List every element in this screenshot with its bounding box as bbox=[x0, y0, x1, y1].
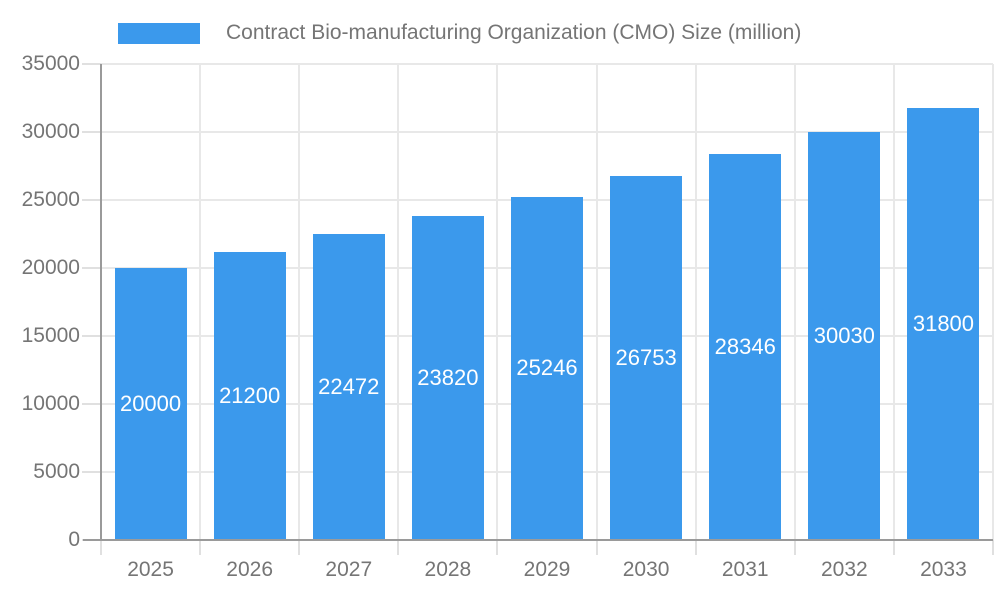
y-gridline bbox=[101, 131, 993, 133]
y-tick-label: 0 bbox=[68, 528, 80, 551]
x-gridline bbox=[199, 64, 202, 540]
bar-value-label: 21200 bbox=[219, 382, 281, 408]
x-gridline bbox=[595, 64, 598, 540]
y-tickmark bbox=[82, 199, 101, 201]
bar: 30030 bbox=[808, 131, 881, 540]
y-tick-label: 35000 bbox=[21, 52, 80, 75]
bar-value-label: 25246 bbox=[516, 355, 578, 381]
y-gridline bbox=[101, 63, 993, 65]
x-gridline bbox=[694, 64, 697, 540]
y-tick-label: 20000 bbox=[21, 256, 80, 279]
bar-value-label: 30030 bbox=[813, 322, 875, 348]
x-tickmark bbox=[397, 540, 400, 555]
x-tick-label: 2029 bbox=[523, 558, 571, 581]
x-tickmark bbox=[992, 540, 994, 555]
x-gridline bbox=[892, 64, 895, 540]
bar: 22472 bbox=[312, 234, 385, 540]
y-tickmark bbox=[82, 471, 101, 473]
bar: 31800 bbox=[907, 107, 980, 540]
legend: Contract Bio-manufacturing Organization … bbox=[118, 20, 801, 46]
bar: 20000 bbox=[114, 268, 187, 540]
x-gridline bbox=[793, 64, 796, 540]
bar: 26753 bbox=[610, 176, 683, 540]
x-tick-label: 2028 bbox=[424, 558, 472, 581]
x-tick-label: 2032 bbox=[820, 558, 868, 581]
x-tick-label: 2033 bbox=[920, 558, 967, 581]
bar-value-label: 23820 bbox=[417, 365, 479, 391]
x-tick-label: 2027 bbox=[325, 558, 373, 581]
bar: 25246 bbox=[511, 196, 583, 540]
x-tickmark bbox=[199, 540, 202, 555]
x-tickmark bbox=[298, 540, 301, 555]
bar: 21200 bbox=[213, 251, 286, 540]
x-tick-label: 2025 bbox=[127, 558, 174, 581]
y-tick-label: 25000 bbox=[21, 188, 80, 211]
x-gridline bbox=[496, 64, 499, 540]
bar: 28346 bbox=[709, 154, 782, 540]
chart-title: Contract Bio-manufacturing Organization … bbox=[226, 21, 802, 44]
x-axis-line bbox=[83, 539, 993, 541]
y-tickmark bbox=[82, 403, 101, 405]
y-axis-line bbox=[100, 64, 102, 540]
bar: 23820 bbox=[411, 216, 484, 540]
bar-value-label: 26753 bbox=[615, 345, 677, 371]
x-gridline bbox=[397, 64, 400, 540]
x-tickmark bbox=[595, 540, 598, 555]
bar-value-label: 22472 bbox=[318, 374, 380, 400]
legend-swatch bbox=[118, 22, 200, 44]
y-tick-label: 10000 bbox=[21, 392, 80, 415]
x-gridline bbox=[298, 64, 301, 540]
x-tick-label: 2026 bbox=[226, 558, 274, 581]
x-tickmark bbox=[496, 540, 499, 555]
bar-value-label: 31800 bbox=[912, 310, 975, 336]
y-tick-label: 15000 bbox=[21, 324, 80, 347]
y-tickmark bbox=[82, 335, 101, 337]
x-tick-label: 2030 bbox=[622, 558, 670, 581]
y-tickmark bbox=[82, 63, 101, 65]
y-tick-label: 30000 bbox=[21, 120, 80, 143]
bar-value-label: 20000 bbox=[119, 391, 182, 416]
x-tickmark bbox=[892, 540, 895, 555]
bar-value-label: 28346 bbox=[714, 334, 776, 360]
y-tickmark bbox=[82, 267, 101, 269]
x-tick-label: 2031 bbox=[721, 558, 769, 581]
x-tickmark bbox=[793, 540, 796, 555]
x-tickmark bbox=[100, 540, 102, 555]
y-tick-label: 5000 bbox=[33, 460, 80, 483]
y-tickmark bbox=[82, 131, 101, 133]
x-gridline bbox=[992, 64, 994, 540]
x-tickmark bbox=[694, 540, 697, 555]
